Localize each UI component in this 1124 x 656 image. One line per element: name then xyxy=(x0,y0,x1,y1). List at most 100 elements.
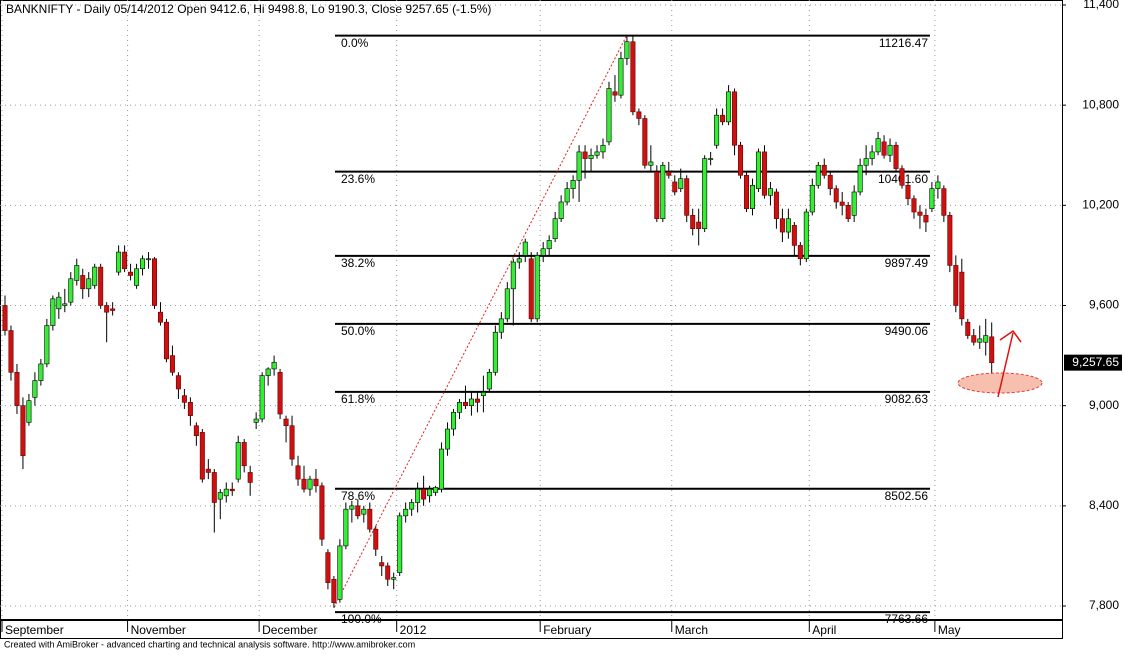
last-price-box xyxy=(1064,354,1122,371)
candle-body xyxy=(624,41,630,59)
candle-body xyxy=(301,478,307,490)
y-tick-label: 11,400 xyxy=(1083,0,1119,11)
candle-body xyxy=(62,303,68,306)
candle-body xyxy=(277,371,283,415)
candle-body xyxy=(205,468,211,473)
candle-body xyxy=(977,338,983,343)
candle-body xyxy=(744,174,750,209)
chart-title: BANKNIFTY - Daily 05/14/2012 Open 9412.6… xyxy=(6,2,491,16)
candle-body xyxy=(504,288,510,320)
candle-body xyxy=(564,188,570,203)
y-tick-label: 9,000 xyxy=(1089,398,1119,412)
candle-body xyxy=(935,181,941,189)
y-tick-label: 10,200 xyxy=(1082,198,1119,212)
candle-body xyxy=(32,380,38,398)
candle-body xyxy=(104,305,110,313)
candle-body xyxy=(211,472,217,503)
candle-body xyxy=(636,111,642,119)
candle-body xyxy=(217,492,223,500)
candle-body xyxy=(379,562,385,567)
candle-body xyxy=(20,405,26,457)
candle-body xyxy=(642,118,648,166)
candle-body xyxy=(851,191,857,216)
candle-body xyxy=(175,375,181,390)
candle-body xyxy=(845,205,851,219)
candle-body xyxy=(450,412,456,430)
candle-body xyxy=(373,528,379,550)
fib-value: 8502.56 xyxy=(885,489,929,503)
candle-body xyxy=(522,241,528,256)
candle-body xyxy=(397,515,403,573)
candle-body xyxy=(439,448,445,490)
candle-body xyxy=(749,185,755,209)
candle-body xyxy=(714,114,720,146)
candle-body xyxy=(929,188,935,209)
x-tick-label: 2012 xyxy=(400,623,427,637)
candle-body xyxy=(965,321,971,336)
candle-body xyxy=(600,144,606,153)
candle-body xyxy=(576,151,582,181)
candle-body xyxy=(229,488,235,492)
candle-body xyxy=(887,144,893,156)
y-tick-label: 8,400 xyxy=(1089,498,1119,512)
candle-body xyxy=(289,425,295,460)
candle-body xyxy=(588,154,594,159)
candle-body xyxy=(391,577,397,580)
footer: Created with AmiBroker - advanced charti… xyxy=(4,639,415,649)
candle-body xyxy=(313,478,319,487)
fib-level: 0.0% xyxy=(341,36,369,50)
candle-body xyxy=(2,305,8,331)
candle-body xyxy=(594,151,600,156)
candle-body xyxy=(672,181,678,193)
candle-body xyxy=(68,278,74,303)
candle-body xyxy=(498,318,504,333)
candle-body xyxy=(349,505,355,510)
x-tick-label: May xyxy=(938,623,961,637)
x-tick-label: February xyxy=(543,623,591,637)
candle-body xyxy=(528,258,534,320)
candle-body xyxy=(821,164,827,176)
candle-body xyxy=(116,251,122,273)
candle-body xyxy=(152,258,158,306)
candle-body xyxy=(235,442,241,480)
candle-body xyxy=(92,266,98,286)
candle-body xyxy=(959,271,965,320)
candle-body xyxy=(983,335,989,343)
candle-body xyxy=(738,144,744,176)
candle-body xyxy=(953,265,959,306)
candle-body xyxy=(905,185,911,199)
candle-body xyxy=(486,371,492,390)
candle-body xyxy=(558,201,564,219)
candle-body xyxy=(456,402,462,413)
axes: 7,800 8,400 9,000 9,600 10,200 10,800 11,400 Se… xyxy=(1,0,1122,637)
candle-body xyxy=(325,552,331,583)
candle-body xyxy=(726,91,732,123)
candle-body xyxy=(516,258,522,263)
candle-body xyxy=(385,565,391,580)
candle-body xyxy=(409,502,415,510)
candle-body xyxy=(540,248,546,256)
candle-body xyxy=(732,91,738,146)
candle-body xyxy=(271,361,277,370)
candle-body xyxy=(80,275,86,290)
fib-level: 61.8% xyxy=(341,392,375,406)
candle-body xyxy=(839,201,845,206)
candle-body xyxy=(8,330,14,373)
y-tick-label: 9,600 xyxy=(1089,298,1119,312)
x-tick-label: March xyxy=(675,623,708,637)
candle-body xyxy=(265,368,271,376)
candle-body xyxy=(857,164,863,193)
candle-body xyxy=(815,164,821,186)
candle-body xyxy=(367,508,373,530)
candle-body xyxy=(50,298,56,326)
candle-body xyxy=(899,168,905,186)
candle-body xyxy=(510,261,516,290)
candle-body xyxy=(462,402,468,406)
candle-body xyxy=(570,179,576,189)
candle-body xyxy=(875,138,881,153)
candle-body xyxy=(881,141,887,156)
candle-body xyxy=(785,218,791,233)
fib-value: 9082.63 xyxy=(885,392,929,406)
fib-level: 23.6% xyxy=(341,172,375,186)
fib-value: 7763.66 xyxy=(885,612,929,626)
